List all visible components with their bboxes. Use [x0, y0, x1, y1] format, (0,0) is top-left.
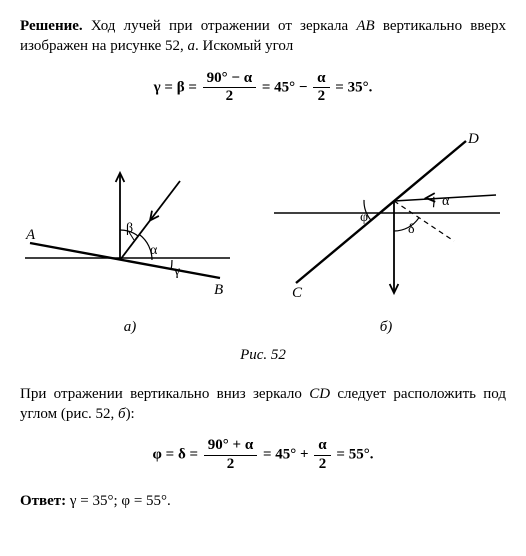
svg-text:B: B [214, 282, 223, 298]
eq1-frac2: α 2 [313, 71, 329, 106]
eq1-num: 90° − α [203, 71, 256, 89]
svg-text:δ: δ [408, 222, 415, 237]
p1-a: Ход лучей при отражении от зеркала [83, 18, 357, 34]
figure-a-wrap: A Bαγ β а) [20, 143, 240, 337]
eq2-frac1: 90° + α 2 [204, 438, 257, 473]
eq2-num2: α [314, 438, 330, 456]
eq2-mid: = 45° + [263, 447, 309, 463]
answer-body: γ = 35°; φ = 55°. [70, 493, 171, 509]
eq1-lhs: γ = β = [154, 79, 197, 95]
eq1-num2: α [313, 71, 329, 89]
figure-a: A Bαγ β [20, 143, 240, 313]
eq1-frac1: 90° − α 2 [203, 71, 256, 106]
eq1-rhs: = 35°. [335, 79, 372, 95]
figure-row: ABαγβ а) CDαφδ б) [20, 123, 506, 337]
solution-paragraph-2: При отражении вертикально вниз зеркало C… [20, 384, 506, 425]
eq2-frac2: α 2 [314, 438, 330, 473]
p2-c: ): [126, 406, 135, 422]
svg-text:φ: φ [360, 210, 368, 225]
figure-b: C Dα φ δ [266, 123, 506, 313]
equation-gamma: γ = β = 90° − α 2 = 45° − α 2 = 35°. [20, 71, 506, 106]
solution-label: Решение. [20, 18, 83, 34]
eq1-den: 2 [203, 88, 256, 105]
figure-a-label: а) [20, 317, 240, 337]
eq2-lhs: φ = δ = [153, 447, 199, 463]
svg-text:C: C [292, 285, 303, 301]
svg-text:A: A [25, 227, 36, 243]
fig-a-ref: а [188, 38, 196, 54]
eq2-den: 2 [204, 456, 257, 473]
eq2-num: 90° + α [204, 438, 257, 456]
figure-b-wrap: C Dα φ δ б) [266, 123, 506, 337]
p2-a: При отражении вертикально вниз зеркало [20, 386, 309, 402]
answer-label: Ответ: [20, 493, 70, 509]
figure-b-label: б) [266, 317, 506, 337]
mirror-cd: CD [309, 386, 330, 402]
figure-caption: Рис. 52 [20, 345, 506, 365]
eq2-rhs: = 55°. [336, 447, 373, 463]
eq2-den2: 2 [314, 456, 330, 473]
svg-text:γ: γ [173, 264, 180, 279]
eq1-den2: 2 [313, 88, 329, 105]
mirror-ab: AB [356, 18, 374, 34]
p1-c: . Искомый угол [195, 38, 293, 54]
eq1-mid: = 45° − [262, 79, 308, 95]
answer-line: Ответ: γ = 35°; φ = 55°. [20, 491, 506, 511]
solution-paragraph-1: Решение. Ход лучей при отражении от зерк… [20, 16, 506, 57]
svg-text:α: α [442, 194, 450, 209]
fig-b-ref: б [118, 406, 126, 422]
svg-text:β: β [126, 221, 133, 236]
svg-text:α: α [150, 243, 158, 258]
svg-text:D: D [467, 131, 479, 147]
equation-phi: φ = δ = 90° + α 2 = 45° + α 2 = 55°. [20, 438, 506, 473]
